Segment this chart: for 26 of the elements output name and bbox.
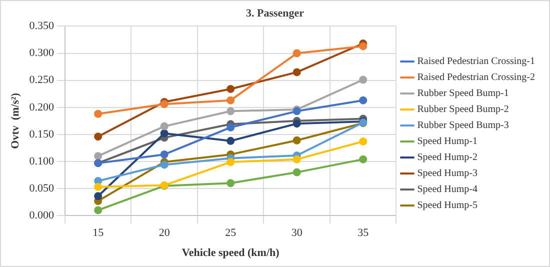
chart-title: 3. Passenger [246, 7, 304, 20]
legend-label: Rubber Speed Bump-2 [417, 104, 509, 116]
x-tick-label: 30 [291, 227, 303, 240]
y-tick-label: 0.000 [29, 209, 54, 222]
legend-label: Rubber Speed Bump-3 [417, 120, 509, 132]
x-tick-label: 20 [158, 227, 170, 240]
y-tick-label: 0.050 [29, 182, 54, 194]
y-tick-label: 0.100 [29, 155, 54, 168]
legend-label: Raised Pedestrian Crossing-1 [417, 56, 535, 68]
legend-label: Speed Hump-5 [417, 200, 478, 212]
y-tick-label: 0.150 [29, 128, 54, 140]
x-axis-title: Vehicle speed (km/h) [182, 247, 280, 260]
y-axis-title: Ovtv (m/s²) [9, 92, 22, 149]
y-tick-label: 0.250 [29, 74, 54, 86]
y-tick-label: 0.300 [29, 47, 54, 60]
legend-label: Speed Hump-1 [417, 136, 478, 148]
x-tick-label: 15 [92, 227, 104, 240]
legend-label: Speed Hump-3 [417, 168, 478, 180]
legend-label: Raised Pedestrian Crossing-2 [417, 72, 535, 84]
legend-label: Speed Hump-2 [417, 152, 478, 164]
legend-label: Rubber Speed Bump-1 [417, 88, 509, 100]
x-tick-label: 35 [358, 227, 370, 240]
y-tick-label: 0.200 [29, 101, 54, 114]
legend-label: Speed Hump-4 [417, 184, 478, 196]
x-tick-label: 25 [225, 227, 237, 240]
y-tick-label: 0.350 [29, 20, 54, 32]
